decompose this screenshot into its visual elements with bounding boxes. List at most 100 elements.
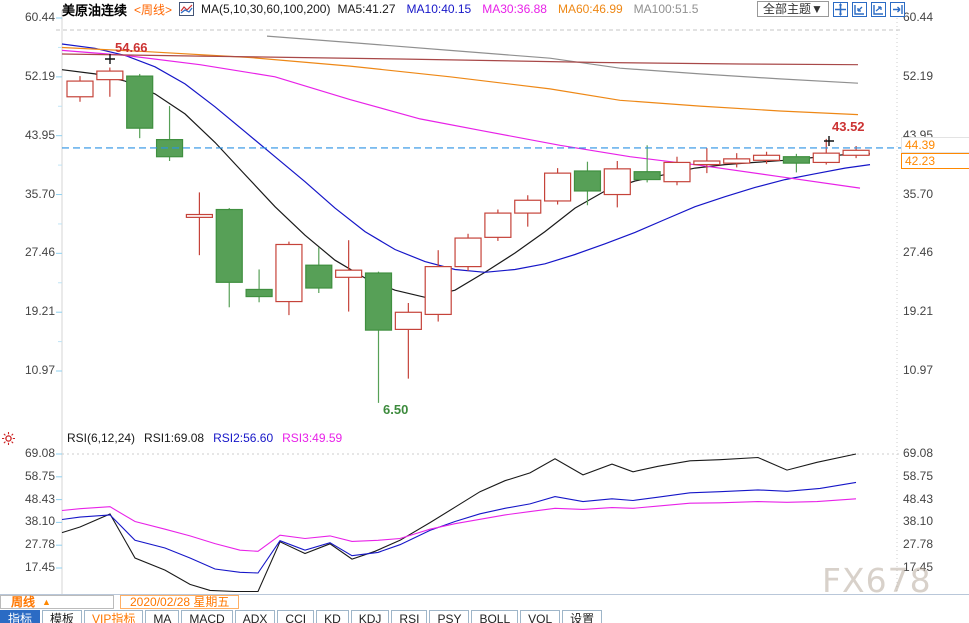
candle-down — [573, 170, 602, 192]
tab-KDJ[interactable]: KDJ — [350, 610, 390, 623]
move-crosshair-icon[interactable] — [832, 1, 848, 17]
watermark: FX678 — [822, 561, 932, 600]
period-label: 周线 — [11, 595, 36, 609]
axis-label: 27.78 — [903, 537, 934, 552]
tab-指标[interactable]: 指标 — [0, 610, 41, 623]
theme-dropdown-button[interactable]: 全部主题▼ — [757, 1, 829, 17]
price-label-high: 44.39 — [901, 137, 969, 153]
rsi-settings-icon[interactable] — [2, 432, 15, 445]
axis-label: 58.75 — [24, 468, 55, 483]
price-label-current: 42.23 — [901, 153, 969, 169]
tab-ADX[interactable]: ADX — [234, 610, 276, 623]
candle-up — [842, 149, 870, 156]
ma-legend-value: MA30:36.88 — [482, 2, 547, 16]
chart-type-icon[interactable] — [179, 1, 195, 17]
ma-line-ma100 — [266, 35, 859, 84]
ma-line-ma60 — [61, 46, 859, 116]
high-label: 54.66 — [115, 40, 148, 55]
candle-up — [96, 70, 124, 81]
axis-label: 19.21 — [903, 304, 934, 319]
ma-line-ma200 — [61, 53, 859, 66]
rsi3-value: RSI3:49.59 — [282, 431, 343, 445]
tab-VIP指标[interactable]: VIP指标 — [84, 610, 144, 623]
tab-RSI[interactable]: RSI — [391, 610, 428, 623]
ma-line-ma10 — [61, 43, 871, 273]
recent-high-label: 43.52 — [832, 119, 865, 134]
tab-CCI[interactable]: CCI — [277, 610, 315, 623]
top-toolbar: 全部主题▼ — [757, 1, 905, 17]
axis-label: 48.43 — [24, 491, 55, 506]
axis-label: 52.19 — [903, 68, 934, 83]
candle-up — [185, 213, 213, 218]
rsi-header: RSI(6,12,24) RSI1:69.08 RSI2:56.60 RSI3:… — [67, 431, 343, 445]
candle-down — [126, 75, 154, 129]
candle-down — [305, 264, 333, 289]
axis-label: 43.95 — [24, 127, 55, 142]
chevron-up-icon: ▲ — [42, 596, 51, 607]
axis-label: 35.70 — [903, 186, 934, 201]
candle-up — [335, 269, 363, 278]
axis-label: 19.21 — [24, 304, 55, 319]
axis-label: 52.19 — [24, 68, 55, 83]
ma-params-label: MA(5,10,30,60,100,200) — [201, 2, 331, 16]
rsi3-line — [61, 498, 857, 552]
tab-MA[interactable]: MA — [145, 610, 180, 623]
candle-up — [424, 266, 452, 316]
zoom-out-icon[interactable] — [851, 1, 867, 17]
axis-label: 38.10 — [903, 514, 934, 529]
candle-up — [603, 168, 631, 196]
candle-up — [484, 212, 512, 238]
axis-label: 27.78 — [24, 537, 55, 552]
candle-down — [782, 156, 811, 164]
candle-up — [543, 172, 572, 202]
tab-KD[interactable]: KD — [316, 610, 349, 623]
rsi1-value: RSI1:69.08 — [144, 431, 205, 445]
candle-down — [364, 272, 393, 331]
axis-label: 60.44 — [903, 10, 934, 24]
candle-up — [752, 154, 781, 161]
ma-legend-value: MA10:40.15 — [406, 2, 472, 16]
rsi-params-label: RSI(6,12,24) — [67, 431, 136, 445]
axis-label: 48.43 — [903, 491, 934, 506]
candle-up — [812, 152, 840, 164]
crosshair-marker — [105, 54, 115, 64]
tab-模板[interactable]: 模板 — [42, 610, 83, 623]
tab-BOLL[interactable]: BOLL — [471, 610, 519, 623]
chart-header: 美原油连续 <周线> MA(5,10,30,60,100,200) MA5:41… — [62, 1, 699, 18]
candle-up — [394, 311, 422, 330]
axis-label: 58.75 — [903, 468, 934, 483]
tab-VOL[interactable]: VOL — [520, 610, 561, 623]
candle-up — [514, 199, 542, 214]
ma-legend-value: MA60:46.99 — [557, 2, 623, 16]
axis-label: 69.08 — [24, 446, 55, 460]
candle-up — [693, 160, 721, 166]
axis-label: 27.46 — [903, 245, 934, 260]
axis-label: 38.10 — [24, 514, 55, 529]
ma-legend-value: MA100:51.5 — [633, 2, 699, 16]
candle-up — [275, 243, 303, 303]
tab-PSY[interactable]: PSY — [429, 610, 470, 623]
ma-legend-value: MA5:41.27 — [337, 2, 396, 16]
low-label: 6.50 — [383, 402, 408, 417]
rsi2-value: RSI2:56.60 — [213, 431, 274, 445]
candle-up — [454, 237, 482, 268]
axis-label: 35.70 — [24, 186, 55, 201]
ma-line-ma30 — [61, 49, 861, 189]
period-selector[interactable]: 周线 ▲ — [0, 595, 114, 609]
tab-MACD[interactable]: MACD — [181, 610, 233, 623]
zoom-in-icon[interactable] — [870, 1, 886, 17]
axis-label: 10.97 — [24, 363, 55, 377]
period-tag: <周线> — [134, 2, 173, 17]
crosshair-marker — [824, 136, 834, 146]
indicator-tab-bar: 指标 模板 VIP指标 MA MACD ADX CCI KD KDJ RSI PSY BOLL VOL 设… — [0, 610, 603, 623]
go-latest-icon[interactable] — [889, 1, 905, 17]
tab-设置[interactable]: 设置 — [562, 610, 603, 623]
rsi1-line — [61, 453, 857, 593]
candle-down — [633, 171, 661, 181]
candle-up — [663, 161, 691, 183]
axis-label: 27.46 — [24, 245, 55, 260]
symbol-title: 美原油连续 — [62, 2, 128, 18]
candle-down — [245, 288, 273, 298]
